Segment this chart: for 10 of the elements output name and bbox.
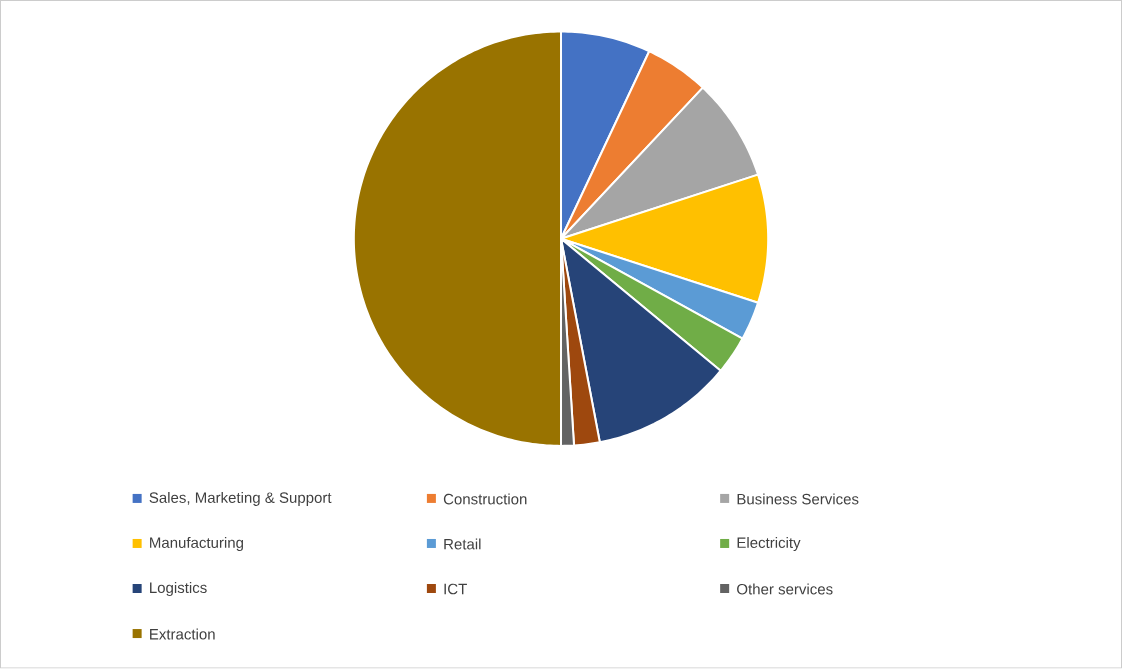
legend-label: Extraction [150, 628, 215, 640]
legend-label: ICT [444, 583, 467, 595]
legend-label: Construction [443, 493, 527, 505]
legend-label: Electricity [737, 537, 801, 552]
legend-label: Manufacturing [150, 537, 243, 552]
legend-label: Logistics [150, 582, 207, 597]
legend-label: Other services [737, 583, 833, 595]
legend-label: Sales, Marketing & Support [149, 492, 332, 507]
legend-label: Retail [444, 538, 481, 550]
legend-label: Business Services [737, 493, 859, 505]
